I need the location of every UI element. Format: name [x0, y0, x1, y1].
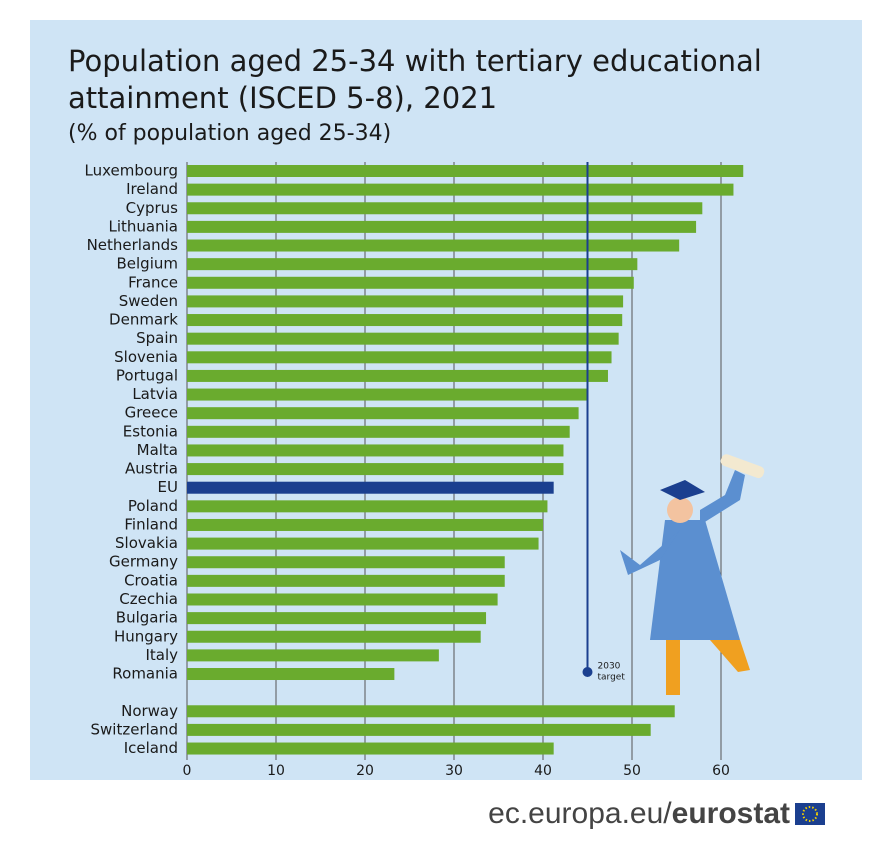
source-brand: eurostat — [672, 797, 790, 830]
bar — [187, 183, 734, 196]
x-tick-label: 50 — [623, 763, 641, 779]
x-tick-label: 30 — [445, 763, 463, 779]
y-tick-label: Ireland — [126, 180, 178, 198]
chart-title: Population aged 25-34 with tertiary educ… — [68, 44, 762, 78]
y-tick-label: Cyprus — [126, 199, 179, 217]
y-tick-label: Belgium — [117, 255, 179, 273]
y-tick-label: Norway — [121, 702, 178, 720]
x-tick-label: 60 — [712, 763, 730, 779]
y-tick-label: Slovenia — [114, 348, 178, 366]
y-tick-label: Austria — [125, 460, 178, 478]
bar — [187, 258, 638, 271]
bar — [187, 481, 554, 494]
bar — [187, 351, 612, 364]
y-tick-label: Denmark — [109, 311, 178, 329]
bar — [187, 630, 481, 643]
bar — [187, 295, 624, 308]
target-label: target — [598, 673, 626, 683]
y-tick-label: Italy — [145, 646, 178, 664]
bar — [187, 723, 651, 736]
y-tick-label: Hungary — [114, 627, 178, 645]
x-tick-label: 20 — [356, 763, 374, 779]
y-tick-label: Netherlands — [87, 236, 179, 254]
y-tick-label: Czechia — [119, 590, 178, 608]
y-tick-label: France — [128, 273, 178, 291]
bar — [187, 500, 548, 513]
y-tick-label: Portugal — [116, 366, 178, 384]
bar — [187, 649, 439, 662]
y-tick-label: Switzerland — [91, 720, 179, 738]
y-tick-label: Bulgaria — [116, 609, 178, 627]
bar — [187, 220, 697, 233]
target-dot — [582, 667, 593, 677]
y-tick-label: Iceland — [124, 739, 178, 757]
bar — [187, 556, 505, 569]
y-tick-label: Croatia — [124, 571, 178, 589]
bar — [187, 612, 487, 625]
x-tick-label: 0 — [183, 763, 192, 779]
eu-flag — [795, 803, 825, 825]
bar — [187, 407, 579, 420]
source: ec.europa.eu/eurostat — [488, 797, 790, 830]
y-tick-label: Sweden — [119, 292, 178, 310]
bar — [187, 463, 564, 476]
bar — [187, 574, 505, 587]
chart-title: attainment (ISCED 5-8), 2021 — [68, 81, 497, 115]
bar — [187, 518, 543, 531]
y-tick-label: Germany — [109, 553, 178, 571]
bar — [187, 388, 589, 401]
x-tick-label: 10 — [267, 763, 285, 779]
bar — [187, 276, 634, 289]
bar — [187, 425, 570, 438]
y-tick-label: EU — [158, 478, 178, 496]
y-tick-label: Lithuania — [109, 217, 178, 235]
y-tick-label: Luxembourg — [85, 162, 179, 180]
bar — [187, 537, 539, 550]
y-tick-label: Malta — [137, 441, 178, 459]
bar — [187, 165, 744, 177]
eu-stars — [802, 806, 818, 822]
bar — [187, 444, 564, 457]
bar — [187, 239, 680, 252]
chart-subtitle: (% of population aged 25-34) — [68, 121, 391, 146]
y-tick-label: Latvia — [132, 385, 178, 403]
footer: ec.europa.eu/eurostat — [488, 797, 825, 830]
y-tick-label: Finland — [124, 515, 178, 533]
bars: LuxembourgIrelandCyprusLithuaniaNetherla… — [85, 162, 744, 757]
y-tick-label: Estonia — [123, 422, 178, 440]
grid: 0 10 20 30 40 50 60 — [183, 162, 730, 779]
bar — [187, 332, 619, 345]
y-tick-label: Poland — [128, 497, 178, 515]
y-tick-label: Romania — [112, 665, 178, 683]
y-tick-label: Slovakia — [115, 534, 178, 552]
bar — [187, 742, 554, 755]
bar — [187, 593, 498, 606]
bar — [187, 668, 395, 681]
target-label: 2030 — [598, 662, 621, 672]
bar — [187, 314, 623, 327]
y-tick-label: Greece — [125, 404, 178, 422]
x-tick-label: 40 — [534, 763, 552, 779]
graduate-illustration — [620, 454, 765, 695]
bar — [187, 369, 608, 382]
bar — [187, 202, 703, 215]
y-tick-label: Spain — [136, 329, 178, 347]
bar — [187, 705, 675, 718]
source-domain: ec.europa.eu/ — [488, 797, 672, 830]
